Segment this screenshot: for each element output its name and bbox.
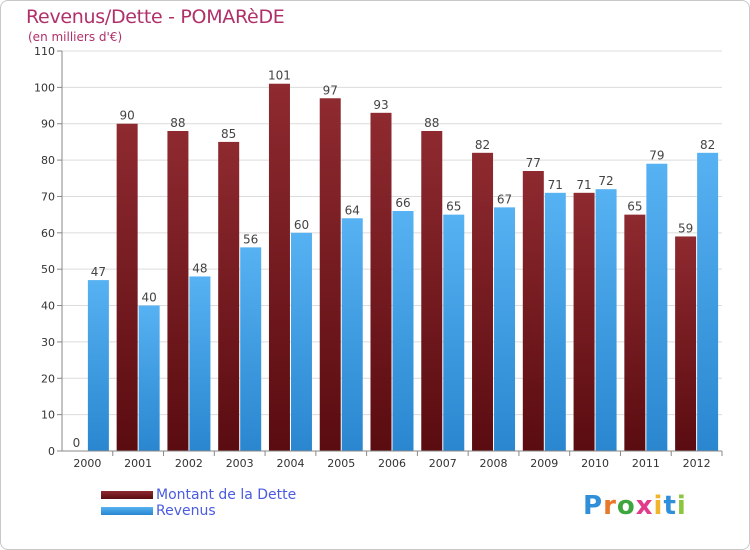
- data-label-dette-2005: 97: [323, 83, 338, 97]
- data-label-revenus-2010: 72: [598, 174, 613, 188]
- logo-letter: i: [676, 491, 687, 521]
- bar-revenus-2007: [443, 214, 465, 451]
- y-tick-label-90: 90: [41, 118, 55, 131]
- x-tick-label-2001: 2001: [124, 457, 152, 470]
- logo-letter: P: [583, 491, 604, 521]
- bar-dette-2006: [370, 112, 392, 452]
- logo-letter: i: [653, 491, 664, 521]
- x-tick-label-2008: 2008: [480, 457, 508, 470]
- legend-swatch-dette: [101, 491, 153, 499]
- data-label-dette-2009: 77: [526, 156, 541, 170]
- bar-dette-2008: [472, 152, 494, 451]
- y-tick-label-60: 60: [41, 227, 55, 240]
- bar-revenus-2005: [341, 218, 363, 451]
- bar-revenus-2001: [138, 305, 160, 451]
- data-label-dette-2011: 65: [627, 200, 642, 214]
- bar-dette-2012: [675, 236, 697, 451]
- bar-dette-2004: [268, 83, 290, 452]
- bar-revenus-2010: [595, 189, 617, 451]
- x-tick-label-2011: 2011: [632, 457, 660, 470]
- bar-revenus-2000: [87, 280, 109, 451]
- y-tick-label-50: 50: [41, 263, 55, 276]
- data-label-dette-2006: 93: [373, 98, 388, 112]
- data-label-dette-2000: 0: [73, 436, 81, 450]
- data-label-revenus-2003: 56: [243, 232, 258, 246]
- y-tick-label-70: 70: [41, 190, 55, 203]
- x-tick-label-2010: 2010: [581, 457, 609, 470]
- logo-letter: o: [616, 491, 636, 521]
- data-label-dette-2012: 59: [678, 221, 693, 235]
- y-tick-label-20: 20: [41, 372, 55, 385]
- data-label-revenus-2000: 47: [91, 265, 106, 279]
- y-tick-label-80: 80: [41, 154, 55, 167]
- data-label-dette-2004: 101: [268, 69, 291, 83]
- bar-revenus-2008: [494, 207, 516, 451]
- chart-title: Revenus/Dette - POMARèDE: [26, 6, 285, 28]
- bar-revenus-2009: [544, 192, 566, 451]
- y-tick-label-110: 110: [34, 45, 55, 58]
- bar-dette-2011: [624, 214, 646, 451]
- x-tick-label-2006: 2006: [378, 457, 406, 470]
- x-tick-label-2004: 2004: [276, 457, 304, 470]
- x-tick-label-2007: 2007: [429, 457, 457, 470]
- data-label-dette-2008: 82: [475, 138, 490, 152]
- bar-revenus-2011: [646, 163, 668, 451]
- x-tick-label-2005: 2005: [327, 457, 355, 470]
- proxiti-logo: Proxiti: [583, 491, 687, 521]
- data-label-dette-2001: 90: [120, 109, 135, 123]
- x-tick-label-2002: 2002: [175, 457, 203, 470]
- data-label-revenus-2001: 40: [142, 291, 157, 305]
- chart-subtitle: (en milliers d'€): [28, 30, 123, 44]
- x-tick-label-2000: 2000: [73, 457, 101, 470]
- bar-revenus-2012: [697, 152, 719, 451]
- data-label-revenus-2007: 65: [446, 200, 461, 214]
- logo-letter: x: [635, 491, 654, 521]
- data-label-dette-2002: 88: [170, 116, 185, 130]
- bar-dette-2002: [167, 131, 189, 451]
- legend-label-dette: Montant de la Dette: [156, 487, 297, 503]
- bar-revenus-2004: [290, 232, 312, 451]
- y-tick-label-10: 10: [41, 409, 55, 422]
- bar-revenus-2006: [392, 211, 414, 451]
- bar-dette-2003: [218, 141, 240, 451]
- bar-revenus-2002: [189, 276, 211, 451]
- data-label-dette-2007: 88: [424, 116, 439, 130]
- data-label-revenus-2011: 79: [649, 149, 664, 163]
- logo-letter: t: [663, 491, 677, 521]
- data-label-revenus-2009: 71: [548, 178, 563, 192]
- bar-dette-2007: [421, 131, 443, 451]
- bar-revenus-2003: [240, 247, 262, 451]
- bar-dette-2001: [116, 123, 138, 452]
- data-label-revenus-2008: 67: [497, 192, 512, 206]
- data-label-revenus-2006: 66: [395, 196, 410, 210]
- logo-letter: r: [603, 491, 617, 521]
- data-label-revenus-2004: 60: [294, 218, 309, 232]
- x-tick-label-2009: 2009: [530, 457, 558, 470]
- y-tick-label-40: 40: [41, 300, 55, 313]
- data-label-dette-2010: 71: [576, 178, 591, 192]
- data-label-revenus-2005: 64: [345, 203, 360, 217]
- data-label-revenus-2002: 48: [192, 261, 207, 275]
- y-tick-label-100: 100: [34, 81, 55, 94]
- x-tick-label-2003: 2003: [226, 457, 254, 470]
- x-tick-label-2012: 2012: [683, 457, 711, 470]
- legend-label-revenus: Revenus: [156, 503, 216, 519]
- data-label-revenus-2012: 82: [700, 138, 715, 152]
- legend-swatch-revenus: [101, 507, 153, 515]
- data-label-dette-2003: 85: [221, 127, 236, 141]
- y-tick-label-30: 30: [41, 336, 55, 349]
- y-tick-label-0: 0: [48, 445, 55, 458]
- bar-dette-2010: [573, 192, 595, 451]
- bar-dette-2005: [319, 98, 341, 451]
- bar-dette-2009: [522, 171, 544, 451]
